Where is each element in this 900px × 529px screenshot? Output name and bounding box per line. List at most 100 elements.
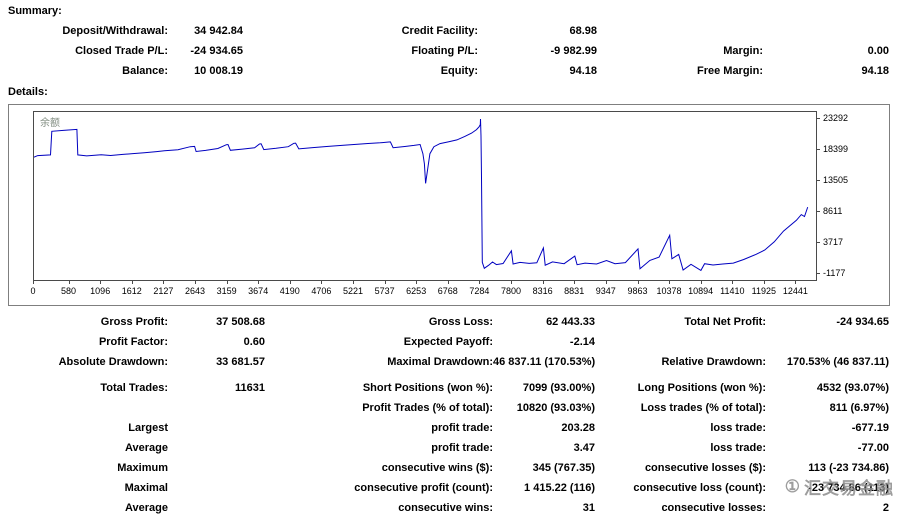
field-label: consecutive wins ($): (381, 462, 493, 474)
y-axis-tick (817, 148, 820, 150)
field-value: 2 (882, 502, 889, 514)
x-tick-label: 8831 (564, 286, 585, 296)
x-tick-label: 7284 (469, 286, 490, 296)
field-value: -24 934.65 (836, 316, 889, 328)
field-value: 1 415.22 (116) (524, 482, 595, 494)
field-label: Maximum (117, 462, 168, 474)
x-axis-tick (574, 281, 576, 284)
field-label (8, 398, 168, 418)
x-tick-label: 4190 (279, 286, 300, 296)
y-tick-label: 3717 (823, 236, 844, 247)
x-axis-tick (353, 281, 354, 284)
field-value: 31 (582, 502, 595, 514)
details-row: Maximal consecutive profit (count): 1 415.… (8, 478, 900, 498)
field-label: Balance: (122, 65, 168, 77)
details-section-title: Details: (8, 86, 48, 98)
x-axis-tick (163, 281, 165, 284)
field-value: 37 508.68 (216, 316, 265, 328)
field-label: consecutive wins: (398, 502, 493, 514)
x-tick-label: 3674 (248, 286, 269, 296)
field-value: 203.28 (561, 422, 595, 434)
field-value: -9 982.99 (550, 45, 597, 57)
x-tick-label: 2127 (153, 286, 174, 296)
x-axis-tick (226, 281, 228, 284)
details-row: Profit Trades (% of total): 10820 (93.03%… (8, 398, 900, 418)
field-label: loss trade: (710, 422, 766, 434)
x-tick-label: 5737 (374, 286, 395, 296)
field-value (168, 398, 265, 418)
field-label: Margin: (723, 45, 763, 57)
field-label: consecutive losses ($): (644, 462, 766, 474)
x-axis-tick (700, 281, 702, 284)
x-tick-label: 11925 (751, 286, 776, 296)
field-value: 33 681.57 (216, 356, 265, 368)
x-axis-tick (542, 281, 544, 284)
field-label: Total Trades: (100, 382, 168, 394)
field-value (168, 498, 265, 518)
field-label: Loss trades (% of total): (640, 402, 766, 414)
field-label: Gross Loss: (428, 316, 493, 328)
y-tick-label: 23292 (823, 113, 849, 123)
chart-plot-area: 余额 (33, 111, 817, 281)
field-value: 10 008.19 (194, 65, 243, 77)
x-axis-tick (637, 281, 639, 284)
field-label (597, 21, 763, 41)
x-axis-tick (795, 281, 797, 284)
summary-table: Deposit/Withdrawal: 34 942.84 Credit Facil… (0, 21, 900, 81)
field-label: Long Positions (won %): (637, 382, 766, 394)
field-label: consecutive losses: (661, 502, 766, 514)
x-tick-label: 2643 (184, 286, 206, 296)
field-value: 7099 (93.00%) (522, 382, 595, 394)
field-value: 345 (767.35) (532, 462, 595, 474)
x-tick-label: 8316 (532, 286, 553, 296)
field-value: -77.00 (857, 442, 889, 454)
details-row: Gross Profit: 37 508.68 Gross Loss: 62 443.… (8, 312, 900, 332)
x-axis-tick (384, 281, 386, 284)
field-value (763, 21, 889, 41)
field-value (766, 332, 889, 352)
field-value: -23 734.86 (113) (808, 482, 889, 494)
x-tick-label: 7800 (500, 286, 522, 296)
field-label: Deposit/Withdrawal: (62, 25, 168, 37)
x-tick-label: 580 (60, 286, 77, 296)
y-tick-label: 13505 (823, 174, 849, 185)
x-tick-label: 6768 (437, 286, 458, 296)
field-value: 62 443.33 (546, 316, 595, 328)
field-label: loss trade: (710, 442, 766, 454)
details-row: Total Trades: 11631 Short Positions (won %… (8, 378, 900, 398)
field-label: Floating P/L: (411, 45, 478, 57)
x-axis-tick (68, 281, 70, 284)
x-tick-label: 10378 (656, 286, 682, 296)
summary-row: Closed Trade P/L: -24 934.65 Floating P/L:… (8, 41, 900, 61)
chart-legend: 余额 (40, 118, 60, 129)
field-value: 11631 (235, 382, 265, 394)
field-label: Average (124, 502, 168, 514)
field-label: consecutive profit (count): (354, 482, 493, 494)
x-axis-tick (511, 281, 512, 284)
details-row: Profit Factor: 0.60 Expected Payoff: -2.14 (8, 332, 900, 352)
x-tick-label: 0 (30, 286, 36, 296)
y-tick-label: 8611 (823, 205, 843, 216)
y-axis-tick (817, 272, 820, 274)
field-value: 34 942.84 (194, 25, 243, 37)
x-tick-label: 4706 (311, 286, 332, 296)
field-label: Expected Payoff: (403, 336, 493, 348)
field-value: 10820 (93.03%) (516, 402, 595, 414)
field-label: Closed Trade P/L: (75, 45, 168, 57)
x-axis-tick (258, 281, 260, 284)
field-value: 170.53% (46 837.11) (786, 356, 889, 368)
field-value: 68.98 (569, 25, 597, 37)
y-axis-tick (817, 179, 820, 181)
x-axis-tick (669, 281, 670, 284)
field-label: Relative Drawdown: (661, 356, 766, 368)
y-axis-tick (817, 118, 820, 119)
summary-row: Balance: 10 008.19 Equity: 94.18 Free Margin… (8, 61, 900, 81)
x-axis-tick (100, 281, 102, 284)
y-tick-label: 18399 (823, 143, 849, 154)
x-tick-label: 3159 (216, 286, 237, 296)
x-axis-tick (479, 281, 481, 284)
field-value: -24 934.65 (190, 45, 243, 57)
field-label: Maximal (124, 482, 168, 494)
x-axis-tick (131, 281, 133, 284)
summary-row: Deposit/Withdrawal: 34 942.84 Credit Facil… (8, 21, 900, 41)
